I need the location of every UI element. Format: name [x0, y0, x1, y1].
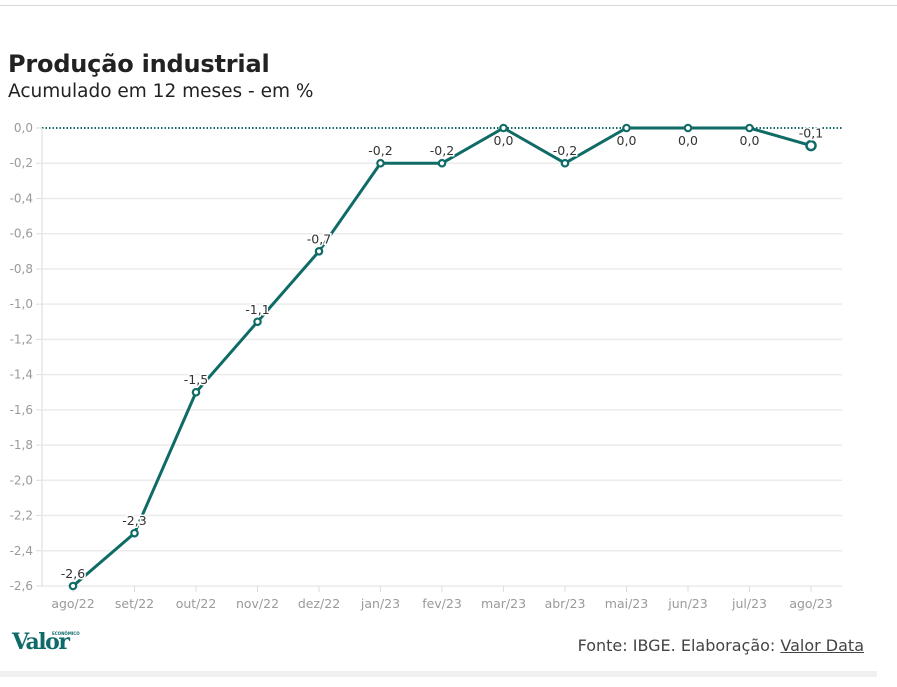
x-tick-label: nov/22: [236, 596, 279, 611]
data-label: -0,2: [553, 143, 577, 158]
data-point: [805, 139, 817, 152]
data-point: [376, 158, 385, 168]
x-tick-label: jul/23: [731, 596, 767, 611]
data-point: [191, 387, 201, 397]
y-tick-label: -1,0: [10, 297, 33, 311]
x-tick-label: mar/23: [481, 596, 526, 611]
data-label: 0,0: [678, 133, 698, 148]
gridlines: [42, 127, 842, 587]
data-point: [683, 123, 693, 133]
y-tick-label: -0,2: [10, 156, 33, 170]
logo-small-text: ECONÔMICO: [52, 631, 80, 636]
data-point: [745, 123, 754, 133]
data-labels: -2,6 -2,3 -1,5 -1,1 -0,7 -0,2 -0,2 0,0 -0,2 0,0 0,…: [59, 124, 824, 582]
source-note: Fonte: IBGE. Elaboração: Valor Data: [578, 636, 864, 655]
x-tick-label: dez/22: [298, 596, 340, 611]
data-label: -2,3: [122, 513, 146, 528]
valor-logo[interactable]: Valor ECONÔMICO: [12, 629, 80, 655]
x-tick-label: jan/23: [360, 596, 400, 611]
x-tick-label: ago/23: [789, 596, 832, 611]
data-point: [314, 247, 324, 256]
x-tick-label: fev/23: [422, 596, 462, 611]
data-label: 0,0: [740, 133, 760, 148]
series-line: [72, 126, 812, 588]
y-tick-label: -2,6: [10, 579, 33, 593]
y-axis: 0,0 -0,2 -0,4 -0,6 -0,8 -1,0 -1,2 -1,4 -1,6 -1,8 -…: [10, 121, 43, 593]
x-tick-label: ago/22: [51, 596, 94, 611]
y-tick-label: -0,8: [10, 262, 33, 276]
source-prefix: Fonte: IBGE. Elaboração:: [577, 636, 781, 655]
y-tick-label: -2,0: [10, 473, 33, 487]
data-point: [560, 158, 570, 168]
data-point: [68, 581, 78, 591]
x-tick-label: abr/23: [545, 596, 586, 611]
x-tick-label: set/22: [115, 596, 154, 611]
data-label: -1,5: [184, 372, 208, 387]
data-label: -0,7: [307, 231, 331, 246]
x-tick-label: jun/23: [667, 596, 707, 611]
data-point: [622, 123, 631, 133]
top-divider: [0, 5, 897, 6]
data-point: [437, 158, 447, 168]
data-point: [253, 317, 262, 327]
y-tick-label: -0,4: [10, 191, 33, 205]
y-tick-label: -2,4: [10, 544, 33, 558]
data-point: [130, 528, 139, 538]
x-axis: ago/22 set/22 out/22 nov/22 dez/22 jan/23 fev/…: [51, 586, 833, 611]
data-label: -0,1: [799, 126, 823, 141]
y-tick-label: -2,2: [10, 509, 33, 523]
y-tick-label: -1,2: [10, 332, 33, 346]
chart-title: Produção industrial: [8, 50, 270, 78]
x-tick-label: mai/23: [605, 596, 648, 611]
data-label: 0,0: [617, 133, 637, 148]
y-tick-label: -1,8: [10, 438, 33, 452]
series-line-path: [72, 126, 812, 588]
data-point: [499, 123, 508, 133]
y-tick-label: -0,6: [10, 227, 33, 241]
data-label: -0,2: [430, 143, 454, 158]
data-label: -2,6: [61, 566, 85, 581]
y-tick-label: 0,0: [14, 121, 33, 135]
y-tick-label: -1,6: [10, 403, 33, 417]
x-tick-label: out/22: [176, 596, 217, 611]
logo-text: Valor: [12, 629, 70, 655]
data-points: [68, 123, 817, 591]
y-tick-label: -1,4: [10, 368, 33, 382]
valor-data-link[interactable]: Valor Data: [780, 636, 864, 655]
data-label: -1,1: [245, 302, 269, 317]
bottom-bar: [0, 671, 877, 677]
line-chart: 0,0 -0,2 -0,4 -0,6 -0,8 -1,0 -1,2 -1,4 -1,6 -1,8 -…: [10, 121, 842, 611]
data-label: 0,0: [494, 133, 514, 148]
data-label: -0,2: [368, 143, 392, 158]
chart-subtitle: Acumulado em 12 meses - em %: [8, 81, 314, 102]
